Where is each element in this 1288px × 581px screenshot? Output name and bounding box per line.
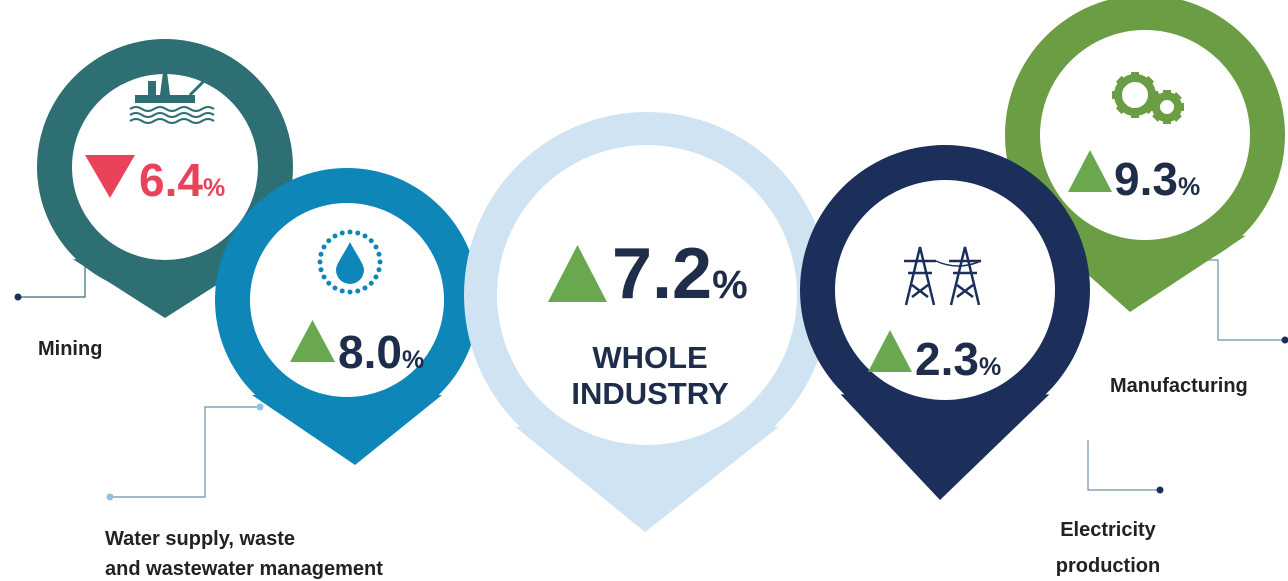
icon-dot xyxy=(339,288,345,294)
label: production xyxy=(1056,555,1160,577)
icon-dot xyxy=(355,288,361,294)
pin xyxy=(800,145,1090,500)
icon-part xyxy=(135,95,195,103)
icon-wave xyxy=(129,106,215,112)
icon-dot xyxy=(318,267,324,273)
icon-dot xyxy=(355,230,361,236)
icon-wire xyxy=(935,260,982,267)
trend-arrow xyxy=(85,155,135,198)
icon-dot xyxy=(317,259,323,265)
icon xyxy=(1112,72,1184,124)
pin xyxy=(464,112,830,532)
connector xyxy=(110,406,260,498)
icon-dot xyxy=(326,280,332,286)
icon-dot xyxy=(377,259,383,265)
icon-drop xyxy=(336,242,364,284)
pin xyxy=(1005,0,1285,312)
trend-arrow xyxy=(290,320,335,362)
connector-dot xyxy=(14,293,22,301)
icon-dot xyxy=(347,289,353,295)
icon-gear xyxy=(1114,74,1156,116)
label: Water supply, waste xyxy=(105,528,295,550)
icon xyxy=(904,246,982,306)
value-unit: % xyxy=(1178,173,1200,201)
label: INDUSTRY xyxy=(571,376,729,411)
icon-part xyxy=(148,57,170,95)
icon-pylon xyxy=(904,246,936,306)
trend-arrow xyxy=(548,245,607,302)
icon-dot xyxy=(339,230,345,236)
label: Electricity xyxy=(1060,519,1156,541)
icon-dot xyxy=(326,238,332,244)
connector-dot xyxy=(256,403,264,411)
trend-arrow xyxy=(868,330,912,372)
label: WHOLE xyxy=(592,340,707,375)
icon-dot xyxy=(318,251,324,257)
icon-dot xyxy=(321,274,327,280)
icon-dot xyxy=(373,274,379,280)
value: 6.4% xyxy=(139,154,225,206)
value-number: 7.2 xyxy=(612,234,712,314)
icon-dot xyxy=(332,285,338,291)
value-unit: % xyxy=(203,174,225,202)
label: and wastewater management xyxy=(105,558,383,580)
icon-dot xyxy=(347,229,353,235)
value-number: 8.0 xyxy=(338,326,402,378)
icon-wave xyxy=(129,112,215,118)
value-unit: % xyxy=(979,353,1001,381)
pin-center xyxy=(497,145,797,445)
icon-dot xyxy=(362,233,368,239)
icon-dot xyxy=(362,285,368,291)
value-unit: % xyxy=(712,263,748,307)
connector-dot xyxy=(1281,336,1288,344)
icon-wave xyxy=(129,118,215,124)
value-number: 9.3 xyxy=(1114,153,1178,205)
icon-part xyxy=(188,63,222,97)
icon xyxy=(317,229,383,295)
value-number: 2.3 xyxy=(915,333,979,385)
icon-dot xyxy=(332,233,338,239)
value: 2.3% xyxy=(915,333,1001,385)
icon-dot xyxy=(376,267,382,273)
icon-dot xyxy=(368,238,374,244)
value-number: 6.4 xyxy=(139,154,203,206)
icon-dot xyxy=(368,280,374,286)
value: 7.2% xyxy=(612,234,748,314)
value-unit: % xyxy=(402,346,424,374)
value: 9.3% xyxy=(1114,153,1200,205)
icon-pylon xyxy=(949,246,981,306)
icon xyxy=(129,57,222,124)
label: Manufacturing xyxy=(1110,375,1248,397)
icon-dot xyxy=(376,251,382,257)
connector xyxy=(1087,440,1160,491)
icon-gear xyxy=(1152,92,1182,122)
pin xyxy=(215,168,479,465)
connector-dot xyxy=(106,493,114,501)
label: Mining xyxy=(38,338,102,360)
connector-dot xyxy=(1156,486,1164,494)
pin-center xyxy=(1040,30,1250,240)
value: 8.0% xyxy=(338,326,424,378)
icon-dot xyxy=(321,244,327,250)
trend-arrow xyxy=(1068,150,1112,192)
icon-dot xyxy=(373,244,379,250)
